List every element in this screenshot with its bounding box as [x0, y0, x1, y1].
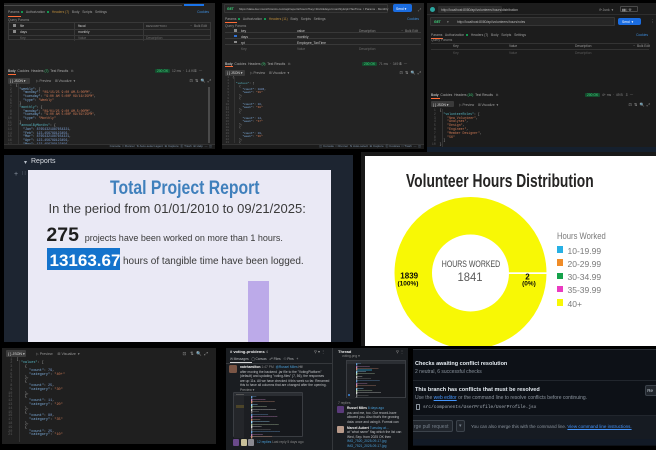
- svg-text:1839: 1839: [400, 272, 418, 281]
- svg-text:2: 2: [525, 273, 530, 282]
- svg-text:(0%): (0%): [522, 281, 536, 288]
- svg-text:(100%): (100%): [398, 281, 419, 288]
- svg-text:1841: 1841: [458, 270, 483, 284]
- svg-text:HOURS WORKED: HOURS WORKED: [442, 259, 501, 269]
